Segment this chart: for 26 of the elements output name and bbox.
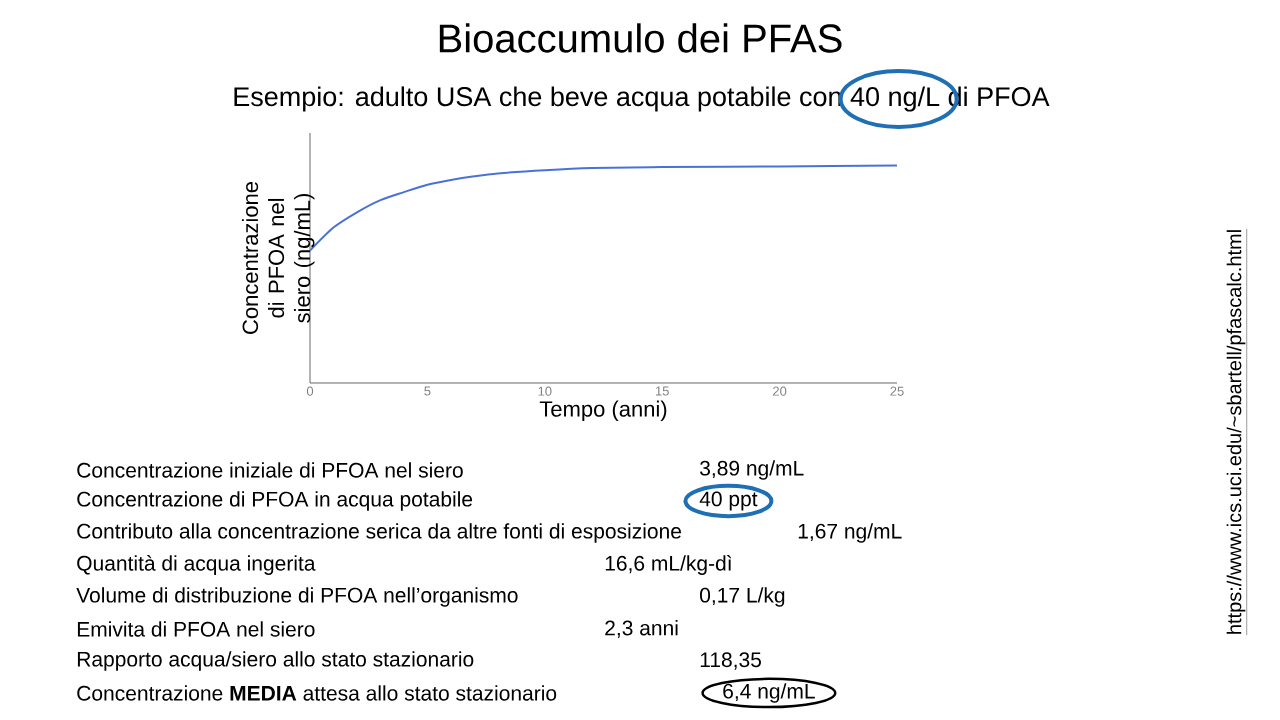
x-tick-label: 15 xyxy=(655,386,669,396)
text: 3,89 ng/mL xyxy=(700,460,804,480)
text: 2,3 anni xyxy=(605,620,678,638)
text: Concentrazione MEDIA attesa allo stato stazionario xyxy=(77,685,557,701)
x-tick-label: 20 xyxy=(773,386,787,396)
chart-title: Bioaccumulo dei PFAS xyxy=(439,23,842,53)
text: Concentrazione iniziale di PFOA nel siero xyxy=(77,462,463,478)
text: 1,67 ng/mL xyxy=(798,523,902,543)
text: Rapporto acqua/siero allo stato stazionario xyxy=(77,651,474,671)
text: Volume di distribuzione di PFOA nell’organismo xyxy=(76,587,518,607)
text: https://www.ics.uci.edu/~sbartell/pfascalc.html xyxy=(1226,230,1246,634)
x-tick-label: 10 xyxy=(538,386,552,396)
y-axis-title: Concentrazione di PFOA nel siero (ng/mL) xyxy=(241,181,315,334)
x-tick-label: 25 xyxy=(890,386,904,396)
text: 0,17 L/kg xyxy=(700,587,785,607)
text: 40 ppt xyxy=(699,491,758,511)
x-axis-title: Tempo (anni) xyxy=(539,400,667,422)
x-tick-label: 0 xyxy=(306,386,314,396)
text: 6,4 ng/mL xyxy=(723,683,815,703)
text: Contributo alla concentrazione serica da altre fonti di esposizione xyxy=(77,523,681,543)
text: 118,35 xyxy=(700,652,761,670)
text: 16,6 mL/kg-dì xyxy=(605,555,732,575)
text: Concentrazione di PFOA in acqua potabile xyxy=(77,491,473,511)
text: Emivita di PFOA nel siero xyxy=(77,621,315,637)
text: Quantità di acqua ingerita xyxy=(77,555,316,575)
x-tick-label: 5 xyxy=(424,386,431,396)
